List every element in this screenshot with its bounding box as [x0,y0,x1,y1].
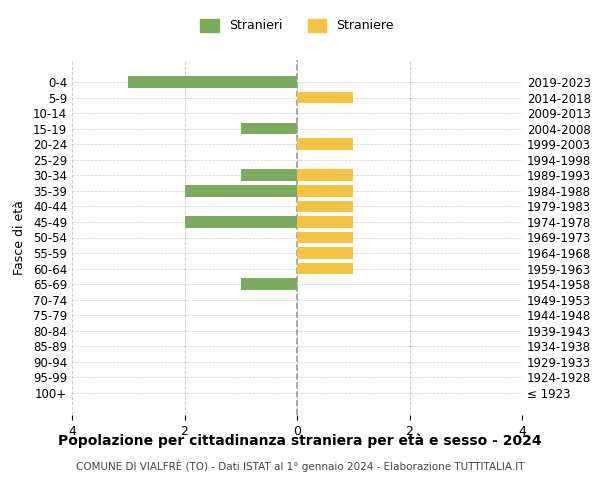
Bar [297,247,353,259]
Bar [297,185,353,196]
Bar [297,232,353,243]
Bar [241,278,297,290]
Bar [297,92,353,104]
Bar [241,170,297,181]
Bar [297,263,353,274]
Y-axis label: Fasce di età: Fasce di età [13,200,26,275]
Text: COMUNE DI VIALFRÈ (TO) - Dati ISTAT al 1° gennaio 2024 - Elaborazione TUTTITALIA: COMUNE DI VIALFRÈ (TO) - Dati ISTAT al 1… [76,460,524,472]
Bar [241,123,297,134]
Bar [297,138,353,150]
Text: Popolazione per cittadinanza straniera per età e sesso - 2024: Popolazione per cittadinanza straniera p… [58,434,542,448]
Bar [297,200,353,212]
Bar [185,216,297,228]
Bar [297,216,353,228]
Bar [185,185,297,196]
Bar [128,76,297,88]
Bar [297,170,353,181]
Legend: Stranieri, Straniere: Stranieri, Straniere [195,14,399,38]
